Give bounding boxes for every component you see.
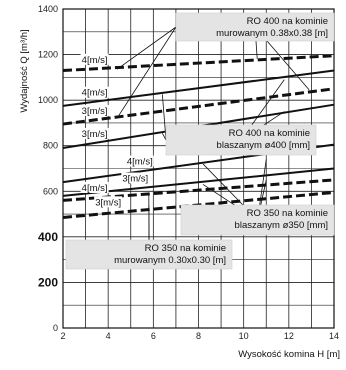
series-label: 3[m/s]	[122, 174, 148, 185]
x-tick-label: 6	[151, 331, 156, 341]
series-label-bg	[80, 53, 109, 65]
annotation-text: blaszanym ø400 [mm]	[217, 140, 310, 151]
annotation-text: RO 400 na kominie	[229, 128, 310, 139]
annotation-leader	[116, 26, 177, 70]
x-tick-label: 2	[60, 331, 65, 341]
series-label: 4[m/s]	[82, 88, 108, 99]
annotation-text: blaszanym ø350 [mm]	[235, 220, 328, 231]
series-label: 4[m/s]	[127, 157, 153, 168]
annotation-leader	[162, 132, 167, 141]
series-line	[62, 69, 335, 107]
x-tick-label: 8	[196, 331, 201, 341]
series-label: 4[m/s]	[82, 55, 108, 66]
y-tick-label: 1000	[38, 95, 58, 105]
annotation-box	[165, 124, 317, 156]
series-label-bg	[80, 127, 109, 139]
y-tick-label: 600	[43, 186, 58, 196]
annotation-box	[180, 204, 335, 236]
y-tick-label: 0	[53, 323, 58, 333]
series-label: 3[m/s]	[82, 106, 108, 117]
x-tick-label: 14	[329, 331, 339, 341]
y-tick-label: 200	[38, 275, 58, 289]
series-label-bg	[121, 172, 150, 184]
annotation-leader	[116, 26, 177, 119]
x-tick-label: 4	[106, 331, 111, 341]
series-label-bg	[125, 155, 154, 167]
series-label-bg	[80, 182, 109, 194]
x-tick-label: 12	[284, 331, 294, 341]
annotation-box	[65, 239, 233, 270]
annotation-text: RO 400 na kominie	[247, 16, 328, 27]
series-label: 3[m/s]	[95, 197, 121, 208]
series-label: 4[m/s]	[82, 183, 108, 194]
annotation-leader	[161, 94, 167, 141]
annotation-text: RO 350 na kominie	[247, 208, 328, 219]
y-axis-title: Wydajność Q [m³/h]	[19, 29, 30, 112]
annotation-text: murowanym 0.30x0.30 [m]	[114, 255, 226, 266]
series-labels: 4[m/s] 3[m/s] 4[m/s] 3[m/s] 4[m/s] 3[m/s] 4[m/…	[80, 53, 154, 208]
series-line	[62, 87, 335, 126]
y-tick-label: 400	[38, 230, 58, 244]
series-label-bg	[80, 86, 109, 98]
y-tick-label: 1200	[38, 50, 58, 60]
series-label-bg	[94, 196, 123, 208]
annotation-text: RO 350 na kominie	[145, 243, 226, 254]
annotation-box	[175, 12, 335, 42]
x-tick-label: 10	[239, 331, 249, 341]
series-line	[62, 54, 335, 73]
y-tick-label: 800	[43, 141, 58, 151]
axis-ticks: 2 4 6 8 10 12 14 0 200 400 600 800 1000 1200 1400	[38, 4, 339, 341]
x-axis-title: Wysokość komina H [m]	[238, 349, 340, 360]
series-label: 3[m/s]	[82, 129, 108, 140]
y-tick-label: 1400	[38, 4, 58, 14]
series-label-bg	[80, 104, 109, 116]
annotation-text: murowanym 0.38x0.38 [m]	[216, 28, 328, 39]
